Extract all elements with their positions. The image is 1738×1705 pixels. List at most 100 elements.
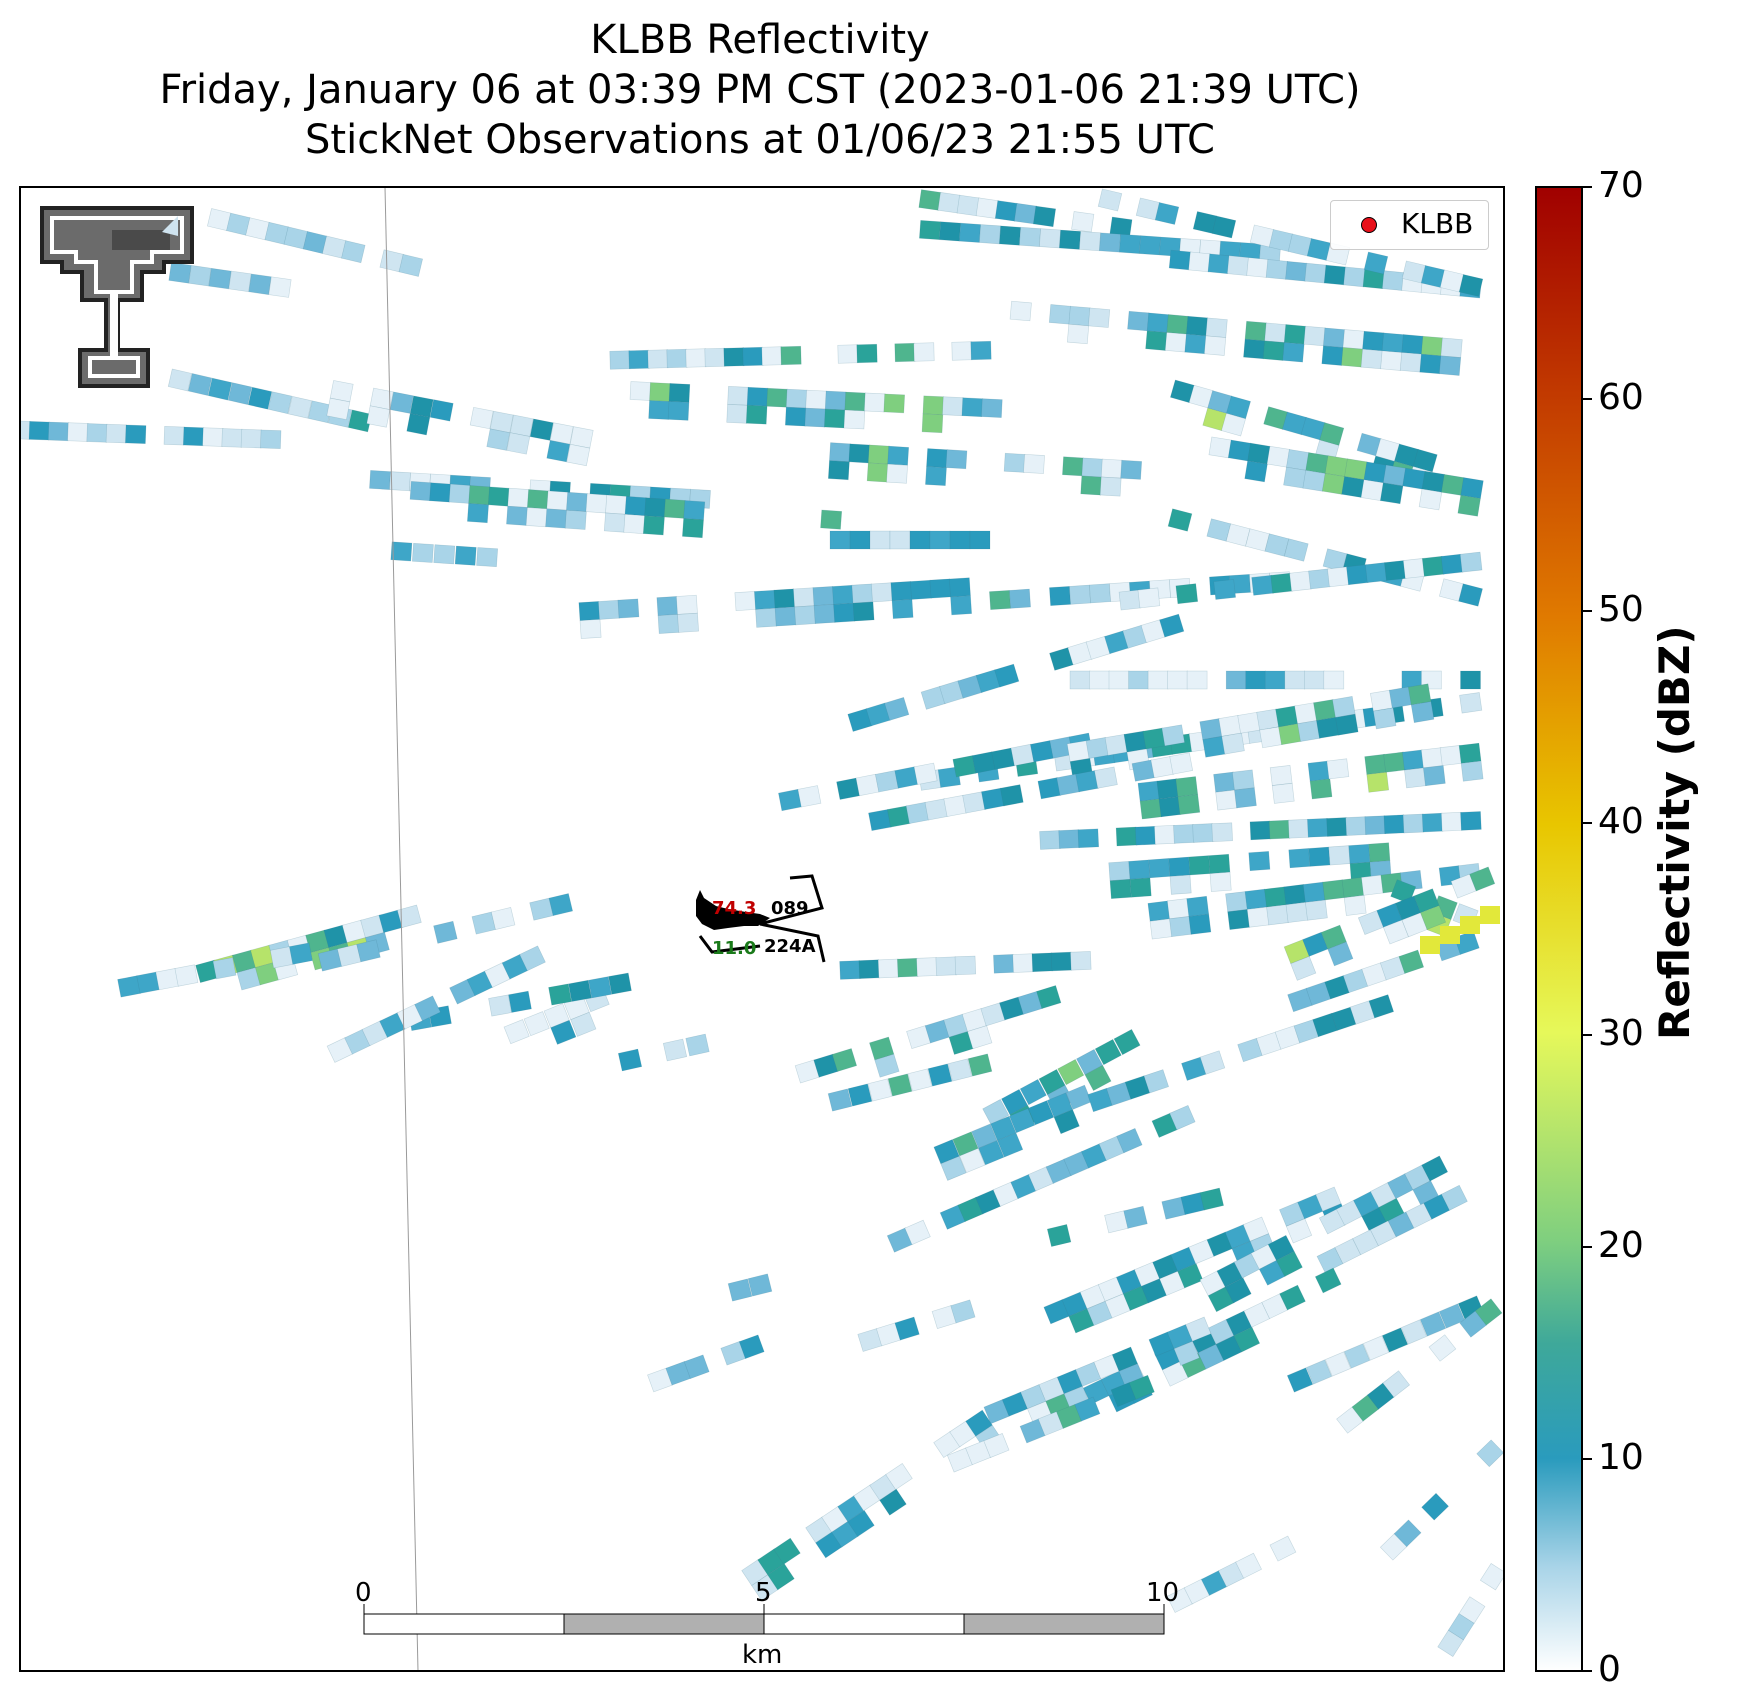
echo-cell <box>907 1068 933 1092</box>
echo-cell <box>683 1354 710 1379</box>
echo-cell <box>1203 335 1227 356</box>
echo-cell <box>1146 312 1169 333</box>
echo-cell <box>1243 338 1266 360</box>
echo-cell <box>656 596 679 616</box>
echo-cell <box>1089 670 1110 690</box>
echo-cell <box>1264 533 1290 557</box>
echo-cell <box>754 589 776 610</box>
echo-cell <box>773 1537 801 1565</box>
echo-cell <box>1457 494 1481 517</box>
echo-cell <box>1360 479 1385 502</box>
echo-cell <box>885 1463 913 1490</box>
echo-cell <box>897 957 919 978</box>
echo-cell <box>487 486 510 507</box>
echo-cell <box>429 399 454 422</box>
echo-cell <box>1199 1050 1226 1075</box>
echo-cell <box>1381 1327 1409 1353</box>
echo-cell <box>1342 329 1365 350</box>
echo-cell <box>867 1078 893 1102</box>
colorbar <box>1535 186 1583 1672</box>
echo-cell <box>1335 713 1359 736</box>
echo-cell <box>1148 858 1171 879</box>
echo-cell <box>1441 474 1465 496</box>
echo-cell <box>950 1299 976 1324</box>
echo-cell <box>1127 310 1150 332</box>
echo-cell <box>1169 1104 1196 1131</box>
echo-cell <box>1068 305 1091 327</box>
echo-cell <box>1307 818 1329 838</box>
echo-cell <box>666 348 688 369</box>
echo-cell <box>414 995 441 1022</box>
echo-cell <box>805 389 827 410</box>
echo-cell <box>174 964 199 987</box>
colorbar-label: Reflectivity (dBZ) <box>1650 625 1699 1040</box>
echo-cell <box>1108 670 1130 690</box>
echo-cell <box>883 393 905 414</box>
echo-cell <box>1234 787 1257 809</box>
echo-cell <box>909 530 931 550</box>
echo-cell <box>1474 1298 1503 1326</box>
echo-cell <box>1460 670 1481 690</box>
echo-cell <box>519 945 546 972</box>
scalebar-tick-10: 10 <box>1146 1578 1180 1608</box>
echo-cell <box>1158 796 1182 818</box>
echo-cell <box>950 595 972 616</box>
echo-cell <box>866 462 889 483</box>
echo-cell <box>1285 1218 1313 1244</box>
echo-cell <box>67 422 89 442</box>
echo-cell <box>848 443 871 464</box>
echo-cell <box>767 1563 795 1591</box>
echo-cell <box>398 253 423 277</box>
echo-cell <box>468 485 491 506</box>
echo-cell <box>508 990 532 1013</box>
echo-cell <box>727 1278 753 1302</box>
echo-cell <box>1304 670 1325 690</box>
echo-cell <box>1407 683 1432 706</box>
echo-cell <box>1420 905 1447 930</box>
echo-cell <box>1346 564 1369 586</box>
echo-cell <box>994 663 1020 688</box>
echo-cell <box>851 583 874 604</box>
echo-cell <box>951 341 973 361</box>
echo-cell <box>1323 264 1347 286</box>
echo-cell <box>1065 1084 1092 1110</box>
echo-cell <box>1302 881 1326 903</box>
echo-cell <box>1097 188 1123 212</box>
echo-cell <box>981 398 1003 418</box>
echo-cell <box>1246 906 1270 928</box>
echo-cell <box>761 346 783 366</box>
echo-cell <box>929 578 952 599</box>
echo-cell <box>1361 874 1384 896</box>
echo-cell <box>1139 235 1161 256</box>
station-dewpoint: 11.0 <box>712 938 756 959</box>
echo-cell <box>617 1048 643 1072</box>
echo-cell <box>1245 670 1266 690</box>
echo-cell <box>871 582 893 603</box>
echo-cell <box>829 442 851 463</box>
echo-cell <box>894 1316 920 1341</box>
echo-cell <box>628 349 650 370</box>
echo-cell <box>1402 467 1426 490</box>
echo-cell <box>1400 1319 1428 1345</box>
echo-cell <box>1307 760 1331 782</box>
echo-cell <box>1147 900 1171 922</box>
texas-tech-double-t-logo <box>40 206 194 388</box>
echo-cell <box>603 512 626 533</box>
echo-cell <box>1286 1367 1314 1393</box>
colorbar-tick-0: 0 <box>1598 1649 1621 1690</box>
echo-cell <box>1071 211 1095 233</box>
echo-cell <box>1390 879 1417 904</box>
echo-cell <box>1269 1535 1297 1562</box>
echo-cell <box>847 1083 873 1107</box>
echo-cell <box>1372 707 1397 730</box>
echo-cell <box>1363 251 1389 275</box>
echo-cell <box>523 1011 550 1037</box>
echo-cell <box>608 972 632 995</box>
echo-cell <box>566 443 591 467</box>
echo-cell <box>1030 740 1054 763</box>
echo-cell <box>991 747 1015 770</box>
echo-cell <box>1232 769 1255 791</box>
echo-cell <box>588 976 612 999</box>
echo-cell <box>856 343 878 364</box>
station-temperature: 74.3 <box>712 898 756 919</box>
